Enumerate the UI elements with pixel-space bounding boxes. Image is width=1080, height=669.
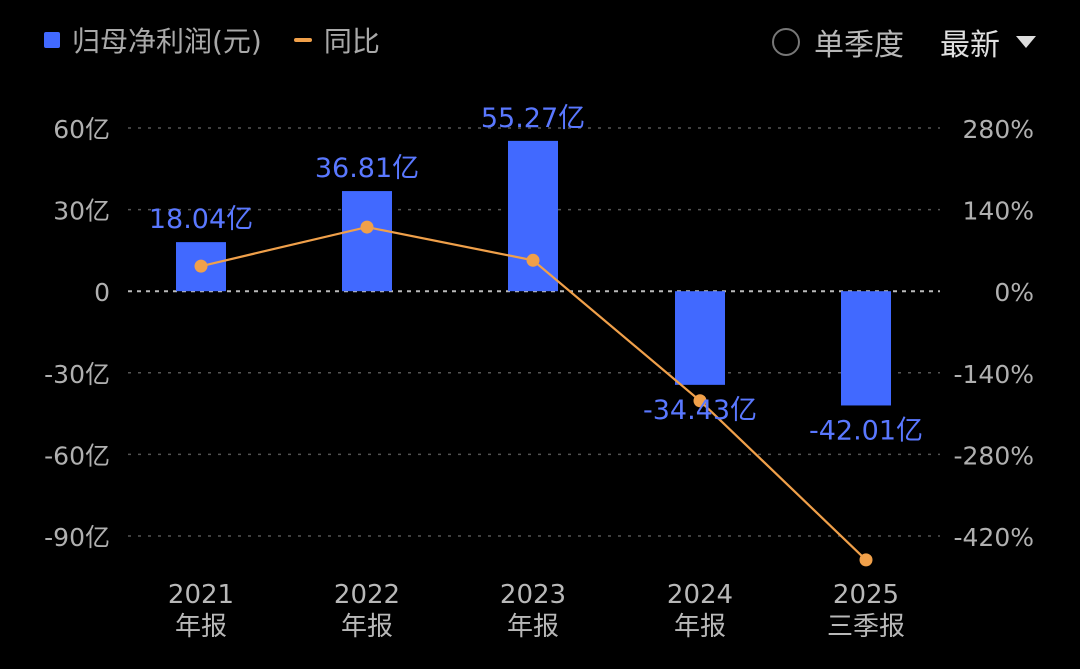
bar-legend-label: 归母净利润(元) (72, 25, 262, 58)
yoy-point (360, 220, 374, 234)
category-label-year: 2021 (168, 580, 234, 610)
left-tick-label: -90亿 (44, 523, 110, 552)
right-tick-label: 280% (963, 115, 1034, 144)
chart-header: 归母净利润(元) 同比 单季度 最新 (0, 0, 1080, 80)
right-tick-label: -280% (954, 441, 1035, 470)
left-tick-label: -60亿 (44, 441, 110, 470)
right-tick-label: 140% (963, 197, 1034, 226)
single-quarter-radio-icon[interactable] (772, 28, 800, 56)
category-label-period: 年报 (674, 612, 726, 642)
period-dropdown-label[interactable]: 最新 (940, 28, 1000, 63)
yoy-point (693, 394, 707, 408)
bar-data-label: 55.27亿 (481, 103, 585, 134)
line-legend-swatch (293, 38, 312, 42)
yoy-point (859, 553, 873, 567)
yoy-point (526, 253, 540, 267)
legend: 归母净利润(元) 同比 (44, 20, 380, 60)
category-label-period: 年报 (341, 612, 393, 642)
bar-data-label: 36.81亿 (315, 153, 419, 184)
category-label-year: 2022 (334, 580, 400, 610)
line-legend-label: 同比 (323, 25, 380, 58)
bar-data-label: 18.04亿 (149, 204, 253, 235)
left-tick-label: -30亿 (44, 360, 110, 389)
yoy-point (194, 259, 208, 273)
chart-controls: 单季度 最新 (772, 20, 1036, 64)
bar (675, 291, 725, 385)
bar-legend-swatch (44, 32, 60, 48)
bar-data-label: -42.01亿 (809, 415, 923, 446)
bar (508, 140, 558, 292)
category-label-period: 年报 (507, 612, 559, 642)
right-tick-label: 0% (994, 278, 1034, 307)
category-label-year: 2023 (500, 580, 566, 610)
right-tick-label: -140% (954, 360, 1035, 389)
chevron-down-icon[interactable] (1016, 36, 1036, 48)
single-quarter-label[interactable]: 单季度 (814, 28, 904, 63)
category-label-period: 年报 (175, 612, 227, 642)
category-label-period: 三季报 (827, 612, 905, 642)
category-label-year: 2025 (833, 580, 899, 610)
left-tick-label: 60亿 (53, 115, 110, 144)
left-tick-label: 30亿 (53, 197, 110, 226)
category-label-year: 2024 (667, 580, 733, 610)
bar (841, 291, 891, 406)
bar (342, 191, 392, 292)
left-tick-label: 0 (94, 278, 110, 307)
right-tick-label: -420% (954, 523, 1035, 552)
bar-data-label: -34.43亿 (643, 395, 757, 426)
